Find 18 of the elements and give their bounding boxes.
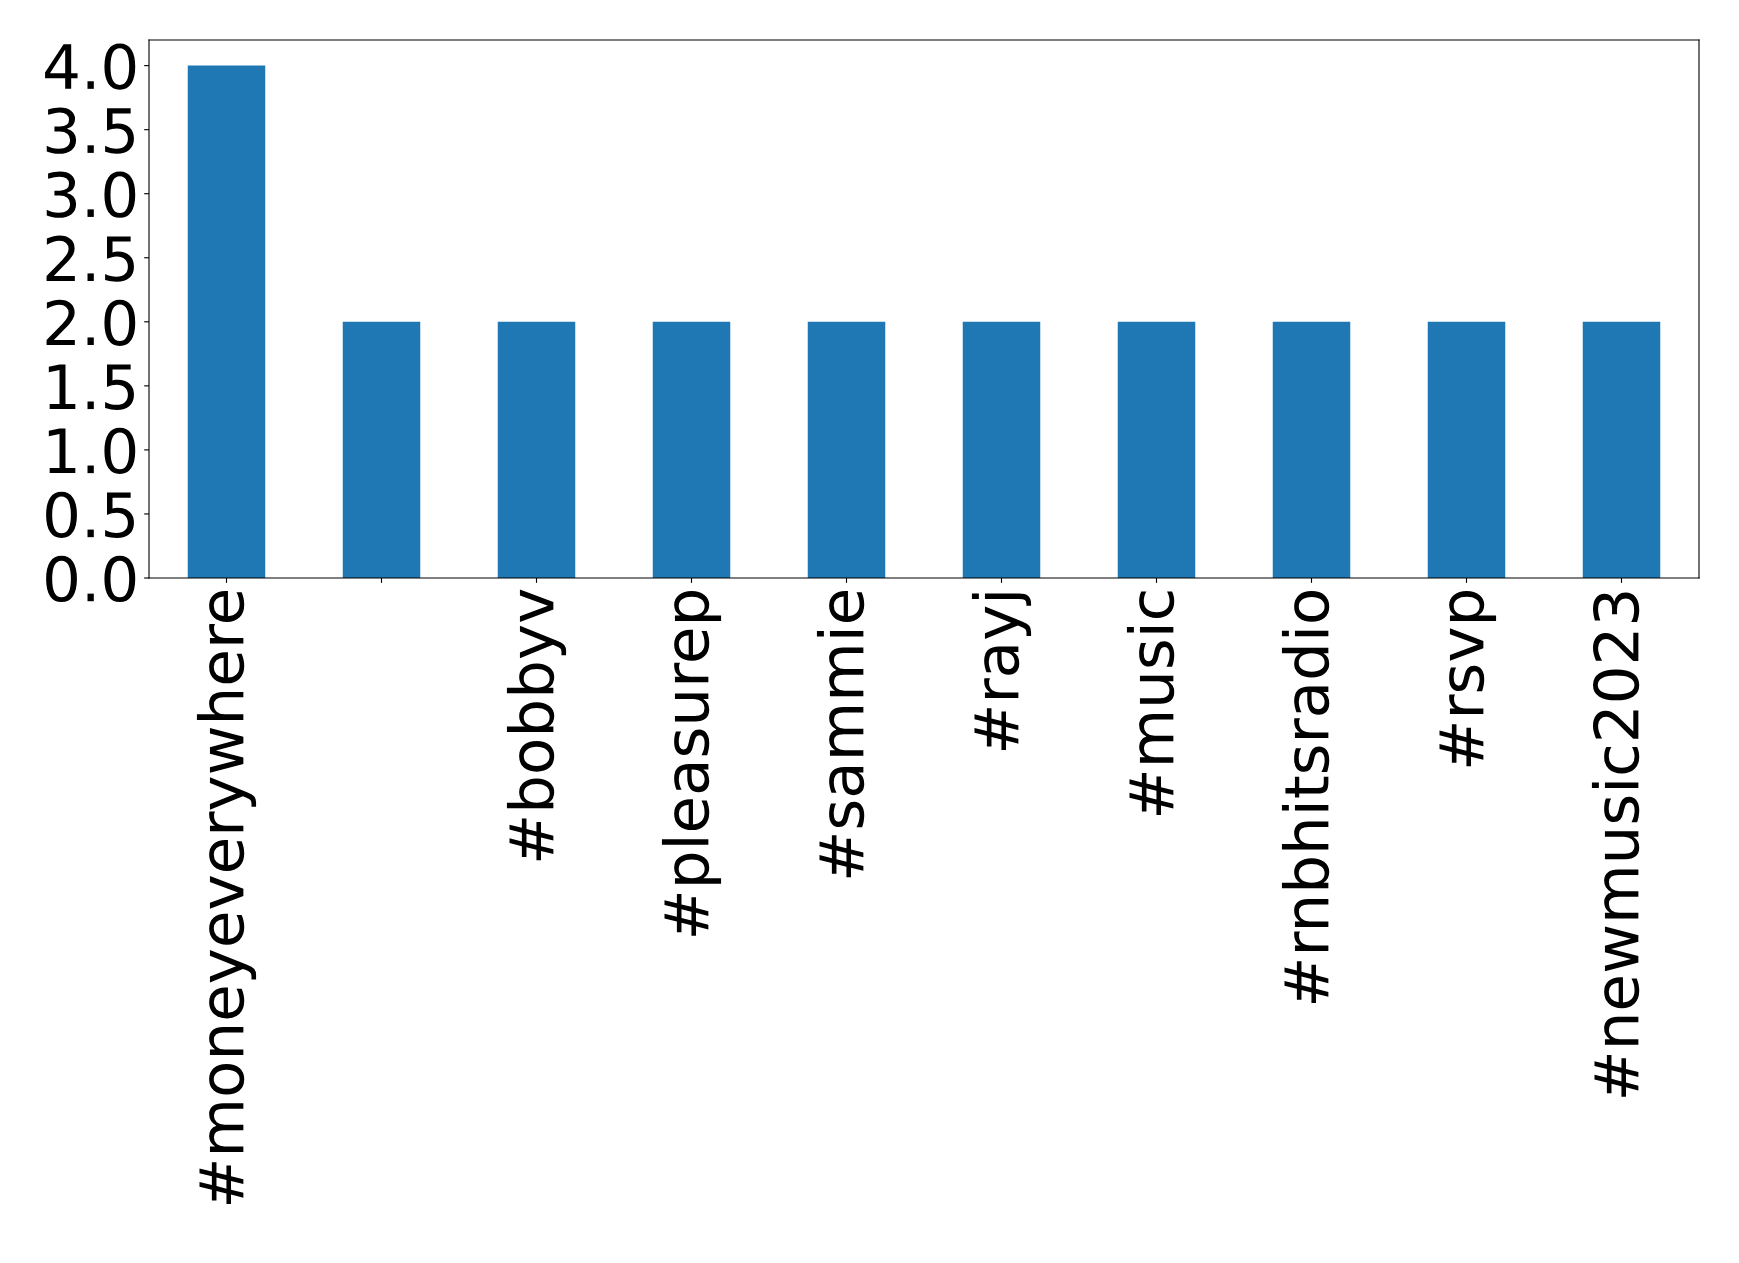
y-tick-label: 0.0 bbox=[46, 555, 136, 603]
x-tick-label: #music bbox=[1126, 591, 1175, 815]
x-tick-label: #bobbyv bbox=[506, 589, 567, 861]
y-tick-label: 1.5 bbox=[48, 364, 134, 410]
x-tick-label: #rnbhitsradio bbox=[1281, 591, 1330, 1004]
y-tick-label: 0.5 bbox=[46, 491, 134, 539]
y-tick-label: 2.0 bbox=[46, 299, 136, 346]
x-tick-label: #newmusic2023 bbox=[1591, 592, 1640, 1097]
x-tick-label: #pleasurep bbox=[661, 591, 722, 936]
y-tick-label: 2.5 bbox=[46, 235, 134, 282]
x-tick-label: #rsvp bbox=[1439, 591, 1497, 767]
x-tick-label: #sammie bbox=[816, 590, 865, 878]
y-tick-label: 3.0 bbox=[46, 171, 136, 218]
y-tick-label: 3.5 bbox=[46, 107, 134, 154]
y-tick-label: 1.0 bbox=[48, 427, 136, 474]
x-tick-label: #rayj bbox=[971, 593, 1032, 750]
x-tick-label: #moneyeverywhere bbox=[196, 591, 257, 1204]
y-tick-label: 4.0 bbox=[45, 43, 136, 90]
